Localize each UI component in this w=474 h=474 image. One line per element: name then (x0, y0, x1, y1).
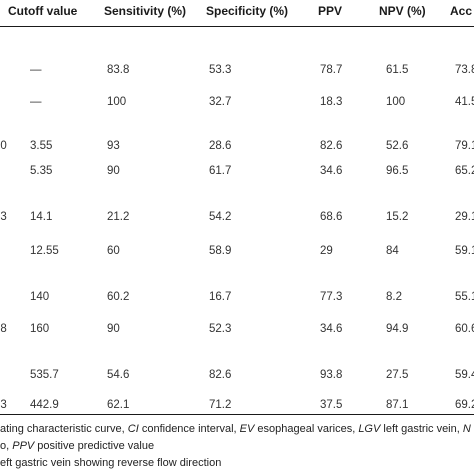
row-lead-fragment: 73 (0, 399, 7, 411)
cell-sensitivity: 60 (107, 245, 120, 257)
cell-specificity: 61.7 (209, 165, 232, 177)
footnote-line-1: ating characteristic curve, CI confidenc… (0, 423, 471, 435)
cell-accuracy: 29.1 (455, 211, 474, 223)
cell-sensitivity: 93 (107, 140, 120, 152)
table-row: — 83.8 53.3 78.7 61.5 73.8 (0, 64, 474, 80)
cell-ppv: 29 (320, 245, 333, 257)
cell-sensitivity: 83.8 (107, 64, 130, 76)
header-npv: NPV (%) (379, 4, 426, 18)
cell-accuracy: 69.2 (455, 399, 474, 411)
cell-specificity: 82.6 (209, 369, 232, 381)
cell-npv: 87.1 (386, 399, 409, 411)
cell-sensitivity: 90 (107, 323, 120, 335)
cell-specificity: 52.3 (209, 323, 232, 335)
cell-accuracy: 79.1 (455, 140, 474, 152)
cell-npv: 8.2 (386, 291, 402, 303)
cell-cutoff: 160 (30, 323, 50, 335)
cell-npv: 15.2 (386, 211, 409, 223)
row-lead-fragment: 08 (0, 323, 7, 335)
cell-npv: 52.6 (386, 140, 409, 152)
footnote-line-3: eft gastric vein showing reverse flow di… (0, 457, 222, 469)
cell-sensitivity: 54.6 (107, 369, 130, 381)
cell-cutoff: 442.9 (30, 399, 59, 411)
table-row: 00 3.55 93 28.6 82.6 52.6 79.1 (0, 140, 474, 156)
cell-ppv: 34.6 (320, 165, 343, 177)
cell-accuracy: 41.5 (455, 96, 474, 108)
cell-accuracy: 73.8 (455, 64, 474, 76)
table-row: 73 442.9 62.1 71.2 37.5 87.1 69.2 (0, 399, 474, 415)
cell-accuracy: 60.6 (455, 323, 474, 335)
cell-npv: 61.5 (386, 64, 409, 76)
cell-npv: 100 (386, 96, 406, 108)
table-row: 5535.754.682.693.827.559.4 (0, 369, 474, 385)
cell-ppv: 78.7 (320, 64, 343, 76)
cell-accuracy: 59.1 (455, 245, 474, 257)
header-ppv: PPV (318, 4, 343, 18)
header-specificity: Specificity (%) (206, 4, 289, 18)
table-header: Cutoff value Sensitivity (%) Specificity… (0, 0, 474, 26)
cell-ppv: 82.6 (320, 140, 343, 152)
cell-sensitivity: 90 (107, 165, 120, 177)
cell-cutoff: 12.55 (30, 245, 59, 257)
cell-specificity: 28.6 (209, 140, 232, 152)
cell-ppv: 93.8 (320, 369, 343, 381)
cell-accuracy: 55.1 (455, 291, 474, 303)
cell-sensitivity: 100 (107, 96, 127, 108)
cell-accuracy: 65.2 (455, 165, 474, 177)
header-rule (0, 26, 474, 27)
cell-cutoff: 3.55 (30, 140, 53, 152)
table-row: 73 14.1 21.2 54.2 68.6 15.2 29.1 (0, 211, 474, 227)
cell-specificity: 54.2 (209, 211, 232, 223)
cell-ppv: 34.6 (320, 323, 343, 335)
cell-specificity: 32.7 (209, 96, 232, 108)
cell-cutoff: 5.35 (30, 165, 53, 177)
cell-ppv: 18.3 (320, 96, 343, 108)
table-row: 08 160 90 52.3 34.6 94.9 60.6 (0, 323, 474, 339)
cell-npv: 96.5 (386, 165, 409, 177)
cell-specificity: 71.2 (209, 399, 232, 411)
cell-specificity: 53.3 (209, 64, 232, 76)
cell-sensitivity: 21.2 (107, 211, 130, 223)
cell-cutoff: — (30, 96, 42, 108)
cell-sensitivity: 62.1 (107, 399, 130, 411)
cell-npv: 94.9 (386, 323, 409, 335)
cell-sensitivity: 60.2 (107, 291, 130, 303)
cell-ppv: 37.5 (320, 399, 343, 411)
header-cutoff: Cutoff value (8, 4, 78, 18)
header-sensitivity: Sensitivity (%) (104, 4, 187, 18)
row-lead-fragment: 73 (0, 211, 7, 223)
table-row: 914060.216.777.38.255.1 (0, 291, 474, 307)
cell-cutoff: 535.7 (30, 369, 59, 381)
table-row: — 100 32.7 18.3 100 41.5 (0, 96, 474, 112)
bottom-rule (0, 414, 474, 415)
cell-ppv: 68.6 (320, 211, 343, 223)
cell-cutoff: 140 (30, 291, 50, 303)
header-accuracy: Acc (450, 4, 473, 18)
cell-specificity: 58.9 (209, 245, 232, 257)
cell-npv: 27.5 (386, 369, 409, 381)
footnote-line-2: o, PPV positive predictive value (0, 440, 155, 452)
cell-cutoff: 14.1 (30, 211, 53, 223)
cell-npv: 84 (386, 245, 399, 257)
cell-cutoff: — (30, 64, 42, 76)
row-lead-fragment: 00 (0, 140, 7, 152)
cell-ppv: 77.3 (320, 291, 343, 303)
cell-accuracy: 59.4 (455, 369, 474, 381)
cell-specificity: 16.7 (209, 291, 232, 303)
